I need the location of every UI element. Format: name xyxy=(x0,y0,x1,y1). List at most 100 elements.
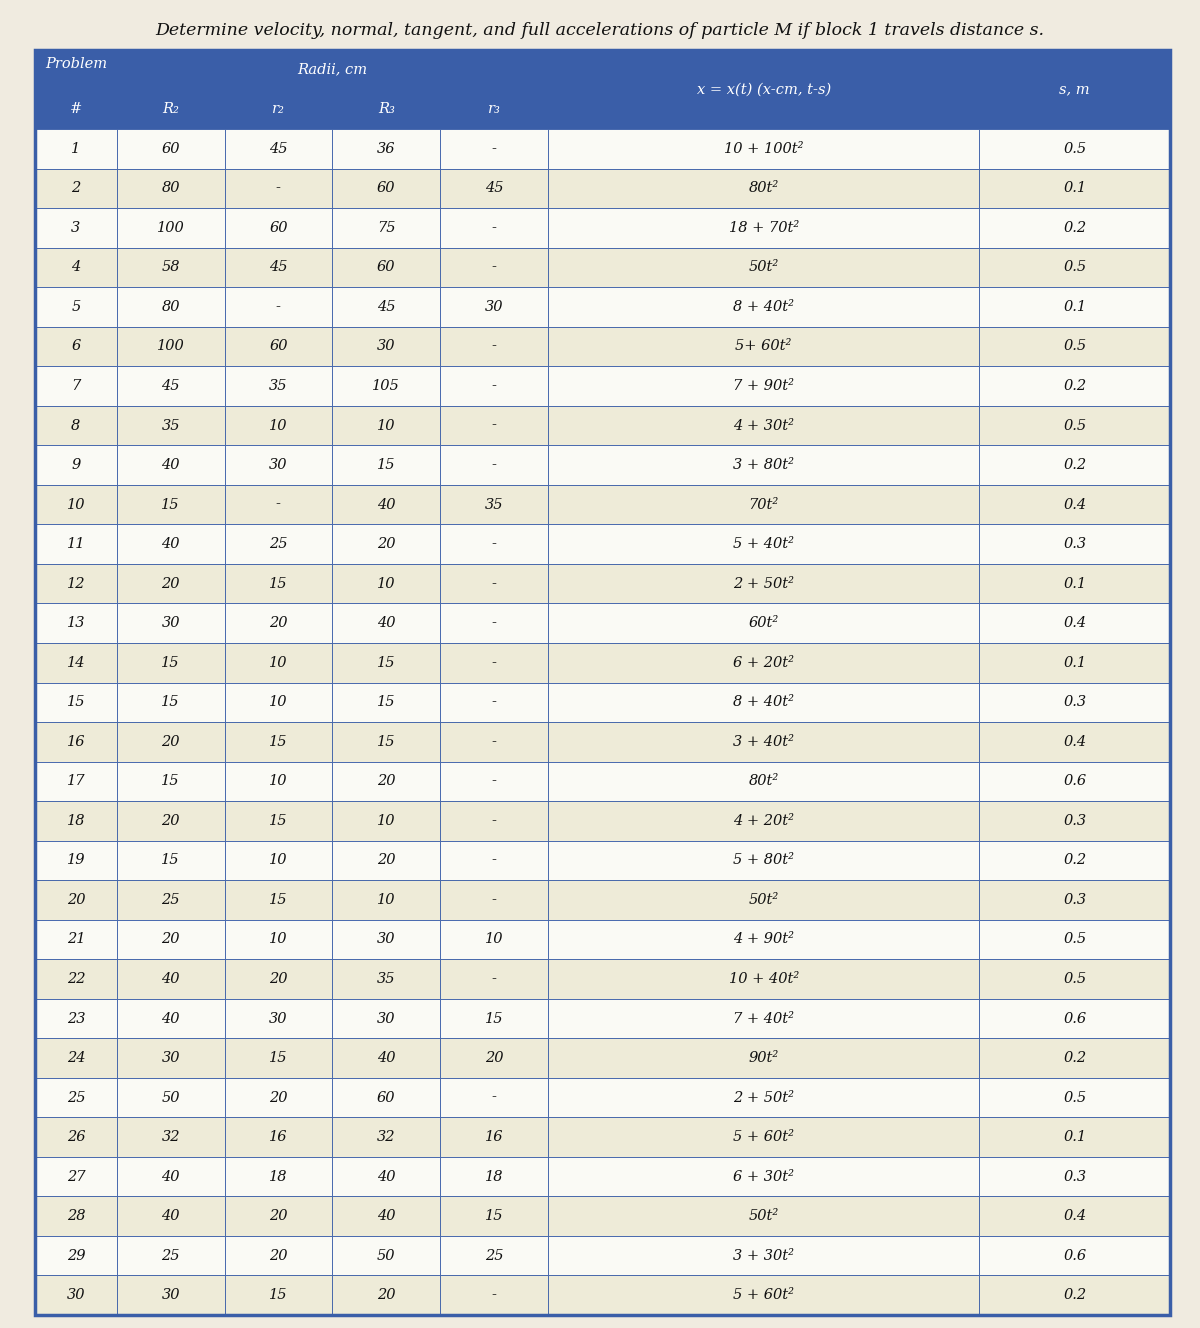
Text: 32: 32 xyxy=(161,1130,180,1145)
Text: 0.2: 0.2 xyxy=(1063,378,1086,393)
Bar xyxy=(35,564,116,603)
Bar xyxy=(116,722,224,761)
Bar xyxy=(332,89,440,129)
Text: 15: 15 xyxy=(161,774,180,789)
Text: -: - xyxy=(276,498,281,511)
Bar xyxy=(116,327,224,367)
Bar xyxy=(332,1078,440,1117)
Bar xyxy=(116,89,224,129)
Text: 30: 30 xyxy=(377,1012,396,1025)
Bar xyxy=(35,801,116,841)
Text: 10: 10 xyxy=(377,814,396,827)
Bar xyxy=(440,1197,548,1236)
Bar xyxy=(440,603,548,643)
Text: 32: 32 xyxy=(377,1130,396,1145)
Bar xyxy=(116,1275,224,1315)
Text: 40: 40 xyxy=(161,1210,180,1223)
Bar xyxy=(224,525,332,564)
Bar xyxy=(224,129,332,169)
Bar xyxy=(979,603,1170,643)
Bar xyxy=(332,525,440,564)
Bar xyxy=(332,564,440,603)
Text: 0.2: 0.2 xyxy=(1063,458,1086,471)
Bar xyxy=(224,999,332,1038)
Bar xyxy=(548,50,979,129)
Text: 0.1: 0.1 xyxy=(1063,576,1086,591)
Text: 10: 10 xyxy=(269,656,288,669)
Text: 60: 60 xyxy=(269,220,288,235)
Bar xyxy=(35,1157,116,1197)
Text: 10: 10 xyxy=(269,932,288,947)
Bar xyxy=(440,643,548,683)
Bar xyxy=(116,603,224,643)
Bar xyxy=(116,564,224,603)
Bar xyxy=(548,683,979,722)
Bar xyxy=(979,287,1170,327)
Text: R₃: R₃ xyxy=(378,102,395,117)
Text: -: - xyxy=(492,576,497,591)
Text: -: - xyxy=(492,142,497,155)
Bar xyxy=(224,485,332,525)
Text: 6: 6 xyxy=(71,340,80,353)
Text: 0.6: 0.6 xyxy=(1063,774,1086,789)
Bar xyxy=(440,367,548,406)
Bar xyxy=(979,1117,1170,1157)
Text: s, m: s, m xyxy=(1060,82,1090,97)
Text: 10: 10 xyxy=(269,696,288,709)
Text: 45: 45 xyxy=(269,142,288,155)
Text: 60: 60 xyxy=(377,260,396,275)
Bar xyxy=(35,1236,116,1275)
Bar xyxy=(35,208,116,247)
Text: 0.5: 0.5 xyxy=(1063,340,1086,353)
Text: 0.3: 0.3 xyxy=(1063,1170,1086,1183)
Text: 50t²: 50t² xyxy=(749,260,779,275)
Text: 80: 80 xyxy=(161,182,180,195)
Bar xyxy=(224,287,332,327)
Text: 7 + 40t²: 7 + 40t² xyxy=(733,1012,794,1025)
Text: 19: 19 xyxy=(67,854,85,867)
Bar xyxy=(548,801,979,841)
Bar xyxy=(548,603,979,643)
Text: -: - xyxy=(492,972,497,985)
Text: 4 + 90t²: 4 + 90t² xyxy=(733,932,794,947)
Bar xyxy=(35,999,116,1038)
Bar xyxy=(440,1117,548,1157)
Text: 0.5: 0.5 xyxy=(1063,1090,1086,1105)
Bar xyxy=(979,1038,1170,1078)
Text: 20: 20 xyxy=(67,892,85,907)
Bar xyxy=(116,999,224,1038)
Bar xyxy=(548,406,979,445)
Bar xyxy=(440,129,548,169)
Bar xyxy=(979,169,1170,208)
Text: 15: 15 xyxy=(269,1288,288,1303)
Text: -: - xyxy=(492,260,497,275)
Bar xyxy=(332,841,440,880)
Bar xyxy=(116,247,224,287)
Bar xyxy=(548,841,979,880)
Bar xyxy=(548,129,979,169)
Bar xyxy=(548,445,979,485)
Bar xyxy=(224,406,332,445)
Text: 40: 40 xyxy=(377,616,396,631)
Bar xyxy=(440,1038,548,1078)
Text: 0.2: 0.2 xyxy=(1063,1050,1086,1065)
Bar xyxy=(35,50,116,129)
Bar xyxy=(979,761,1170,801)
Bar xyxy=(548,959,979,999)
Bar xyxy=(979,1078,1170,1117)
Text: 4: 4 xyxy=(71,260,80,275)
Text: 0.5: 0.5 xyxy=(1063,932,1086,947)
Text: 0.5: 0.5 xyxy=(1063,142,1086,155)
Text: 18: 18 xyxy=(67,814,85,827)
Bar xyxy=(224,367,332,406)
Text: 20: 20 xyxy=(269,1090,288,1105)
Bar xyxy=(440,287,548,327)
Text: 35: 35 xyxy=(161,418,180,433)
Bar xyxy=(116,485,224,525)
Text: 15: 15 xyxy=(269,1050,288,1065)
Bar xyxy=(224,959,332,999)
Bar xyxy=(979,801,1170,841)
Bar xyxy=(332,801,440,841)
Bar xyxy=(224,1275,332,1315)
Text: 40: 40 xyxy=(161,1012,180,1025)
